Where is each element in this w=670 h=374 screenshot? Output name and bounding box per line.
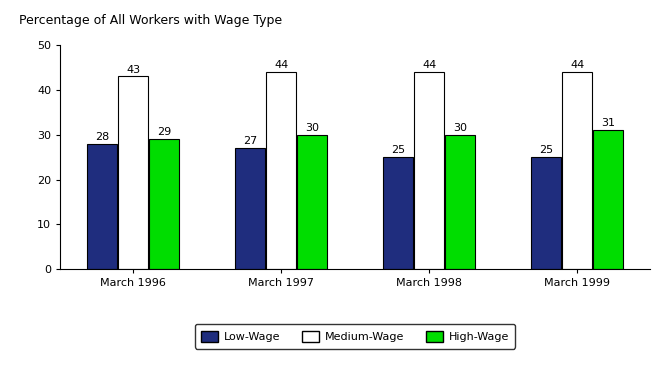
Bar — [446, 135, 475, 269]
Legend: Low-Wage, Medium-Wage, High-Wage: Low-Wage, Medium-Wage, High-Wage — [195, 324, 515, 349]
Bar — [594, 130, 623, 269]
Text: 25: 25 — [391, 145, 405, 155]
Text: 43: 43 — [126, 64, 140, 74]
Bar — [297, 135, 327, 269]
Bar — [383, 157, 413, 269]
Text: 28: 28 — [94, 132, 109, 142]
Text: 44: 44 — [570, 60, 584, 70]
Text: 27: 27 — [243, 136, 257, 146]
Bar — [562, 72, 592, 269]
Bar — [118, 76, 148, 269]
Text: 44: 44 — [422, 60, 436, 70]
Text: 30: 30 — [305, 123, 319, 133]
Bar — [149, 139, 179, 269]
Text: 44: 44 — [274, 60, 288, 70]
Bar — [87, 144, 117, 269]
Text: Percentage of All Workers with Wage Type: Percentage of All Workers with Wage Type — [19, 14, 282, 27]
Bar — [531, 157, 561, 269]
Text: 25: 25 — [539, 145, 553, 155]
Text: 29: 29 — [157, 127, 172, 137]
Bar — [235, 148, 265, 269]
Text: 30: 30 — [453, 123, 467, 133]
Bar — [414, 72, 444, 269]
Text: 31: 31 — [601, 118, 615, 128]
Bar — [266, 72, 296, 269]
